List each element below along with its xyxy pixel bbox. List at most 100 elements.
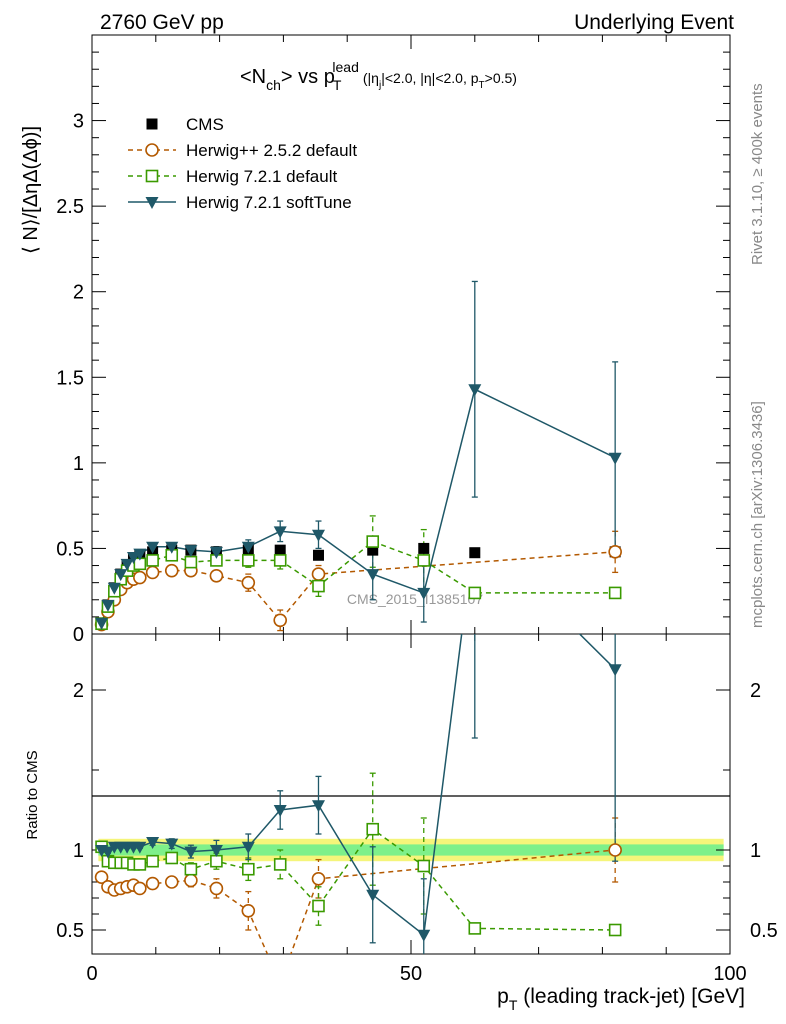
ratio-y-tick-label-right: 2	[750, 680, 761, 702]
ratio-point-1	[145, 876, 160, 891]
legend: CMS Herwig++ 2.5.2 default Herwig 7.2.1 de…	[128, 115, 357, 212]
point-3	[95, 617, 109, 630]
ratio-point-2	[608, 923, 622, 937]
ratio-point-3	[608, 664, 622, 677]
point-2	[184, 555, 198, 569]
ratio-point-3	[209, 845, 223, 857]
point-2	[468, 586, 482, 600]
point-2	[417, 554, 431, 567]
legend-label: Herwig++ 2.5.2 default	[186, 141, 357, 160]
ratio-point-1	[164, 875, 179, 889]
point-3	[146, 541, 160, 554]
point-1	[164, 563, 179, 578]
point-1	[209, 569, 224, 583]
y-axis-label: ⟨ N⟩/[ΔηΔ(Δϕ)]	[20, 126, 42, 254]
legend-marker	[145, 169, 159, 183]
point-3	[608, 452, 622, 465]
ratio-point-2	[146, 854, 159, 868]
point-3	[126, 551, 140, 564]
rivet-label: Rivet 3.1.10, ≥ 400k events	[749, 83, 766, 265]
ratio-point-2	[184, 862, 198, 876]
header-right: Underlying Event	[574, 11, 734, 34]
ratio-point-1	[241, 903, 256, 918]
legend-marker	[145, 143, 159, 157]
main-data	[94, 280, 622, 632]
point-0	[469, 547, 481, 559]
ratio-point-1	[608, 843, 622, 857]
ratio-y-tick-label: 2	[73, 680, 84, 702]
point-3	[133, 548, 147, 561]
ratio-point-1	[209, 881, 224, 896]
point-2	[312, 579, 325, 593]
point-1	[608, 545, 622, 559]
point-3	[120, 558, 134, 571]
ratio-point-3	[311, 800, 325, 813]
point-3	[101, 599, 115, 612]
ratio-point-2	[273, 858, 287, 871]
ratio-point-2	[312, 899, 325, 913]
point-3	[184, 545, 198, 558]
ratio-data	[94, 634, 622, 989]
plot-title: <Nch> vs pTlead(|ηj|<2.0, |η|<2.0, pT>0.…	[240, 59, 517, 93]
ratio-point-3	[273, 805, 287, 817]
ratio-y-tick-label-right: 0.5	[750, 920, 778, 942]
ratio-point-2	[417, 859, 431, 873]
ratio-point-3	[146, 837, 160, 849]
ratio-y-tick-label: 1	[73, 840, 84, 862]
series-line-3	[100, 388, 616, 624]
point-1	[311, 567, 326, 581]
ratio-band-inner	[98, 844, 724, 856]
point-2	[366, 535, 380, 548]
x-tick-label: 0	[86, 963, 97, 985]
point-3	[273, 526, 287, 539]
ratio-y-tick-label-right: 1	[750, 840, 761, 862]
point-3	[311, 529, 325, 542]
y-tick-label: 1.5	[56, 367, 84, 389]
series-line-2	[100, 540, 616, 624]
ratio-point-1	[133, 881, 147, 896]
point-2	[273, 554, 287, 567]
ratio-point-2	[133, 858, 147, 871]
point-3	[107, 582, 121, 595]
ratio-point-3	[241, 841, 255, 854]
ratio-point-1	[311, 871, 326, 886]
ratio-y-tick-label: 0.5	[56, 920, 84, 942]
point-3	[209, 546, 223, 559]
legend-marker	[145, 197, 159, 209]
point-0	[312, 549, 324, 561]
point-0	[274, 544, 286, 556]
ratio-frame	[91, 633, 731, 955]
point-3	[241, 541, 255, 554]
y-tick-label: 2.5	[56, 196, 84, 218]
ratio-point-2	[468, 922, 482, 935]
y-tick-label: 0.5	[56, 538, 84, 560]
ratio-point-3	[133, 841, 147, 854]
point-0	[418, 542, 430, 554]
ratio-panel	[91, 633, 731, 955]
ratio-y-axis-label: Ratio to CMS	[24, 750, 41, 839]
ratio-point-2	[242, 862, 255, 876]
y-tick-label: 1	[73, 453, 84, 475]
point-1	[273, 613, 288, 628]
ratio-point-2	[165, 851, 179, 865]
point-1	[241, 575, 256, 590]
y-tick-label: 3	[73, 111, 84, 133]
data-layer	[94, 280, 622, 989]
ratio-point-1	[94, 870, 109, 885]
y-tick-label: 2	[73, 282, 84, 304]
point-0	[367, 544, 379, 556]
point-3	[165, 541, 179, 554]
ratio-point-2	[366, 822, 380, 836]
point-2	[608, 586, 622, 600]
x-tick-label: 50	[400, 963, 422, 985]
ratio-point-1	[274, 977, 286, 989]
point-1	[133, 570, 147, 585]
point-1	[145, 565, 160, 580]
point-3	[417, 587, 431, 600]
ratio-point-3	[101, 846, 115, 859]
ratio-point-3	[417, 929, 431, 942]
ratio-point-3	[366, 889, 380, 902]
point-3	[366, 569, 380, 582]
y-tick-label: 0	[73, 624, 84, 646]
